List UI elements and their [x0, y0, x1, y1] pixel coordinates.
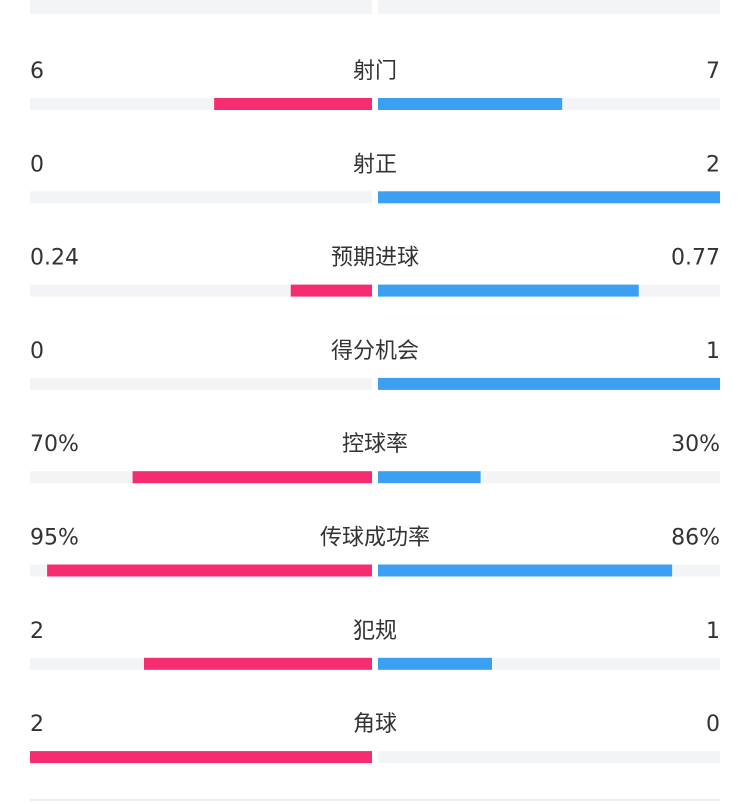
left-value: 0.24 — [30, 246, 79, 271]
left-value: 6 — [30, 59, 44, 84]
track-fragment — [378, 0, 720, 14]
left-bar — [144, 657, 372, 670]
right-value: 0 — [706, 712, 720, 737]
right-value: 86% — [671, 526, 720, 551]
stat-label: 预期进球 — [331, 246, 419, 271]
left-value: 70% — [30, 432, 79, 457]
right-bar — [378, 471, 481, 484]
right-value: 1 — [706, 339, 720, 364]
track — [30, 191, 372, 204]
stat-label: 得分机会 — [331, 339, 419, 364]
left-value: 0 — [30, 339, 44, 364]
stat-label: 射门 — [353, 59, 397, 84]
right-bar — [378, 657, 492, 670]
right-value: 2 — [706, 152, 720, 177]
track — [378, 751, 720, 764]
right-value: 1 — [706, 619, 720, 644]
stat-label: 控球率 — [342, 432, 408, 457]
left-bar — [214, 98, 372, 110]
left-value: 2 — [30, 712, 44, 737]
right-value: 30% — [671, 432, 720, 457]
stat-label: 犯规 — [353, 619, 397, 644]
left-bar — [132, 471, 372, 484]
left-bar — [30, 751, 372, 764]
right-value: 7 — [706, 59, 720, 84]
track — [30, 284, 372, 297]
right-bar — [378, 377, 720, 390]
left-value: 2 — [30, 619, 44, 644]
track — [30, 377, 372, 390]
stat-label: 传球成功率 — [320, 526, 430, 551]
stat-label: 角球 — [353, 712, 397, 737]
left-value: 0 — [30, 152, 44, 177]
right-value: 0.77 — [671, 246, 720, 271]
right-bar — [378, 191, 720, 204]
left-bar — [290, 284, 372, 297]
right-bar — [378, 284, 639, 297]
left-bar — [47, 564, 372, 577]
track-fragment — [30, 0, 372, 14]
left-value: 95% — [30, 526, 79, 551]
right-bar — [378, 564, 673, 577]
right-bar — [378, 98, 563, 110]
stat-label: 射正 — [353, 152, 397, 177]
